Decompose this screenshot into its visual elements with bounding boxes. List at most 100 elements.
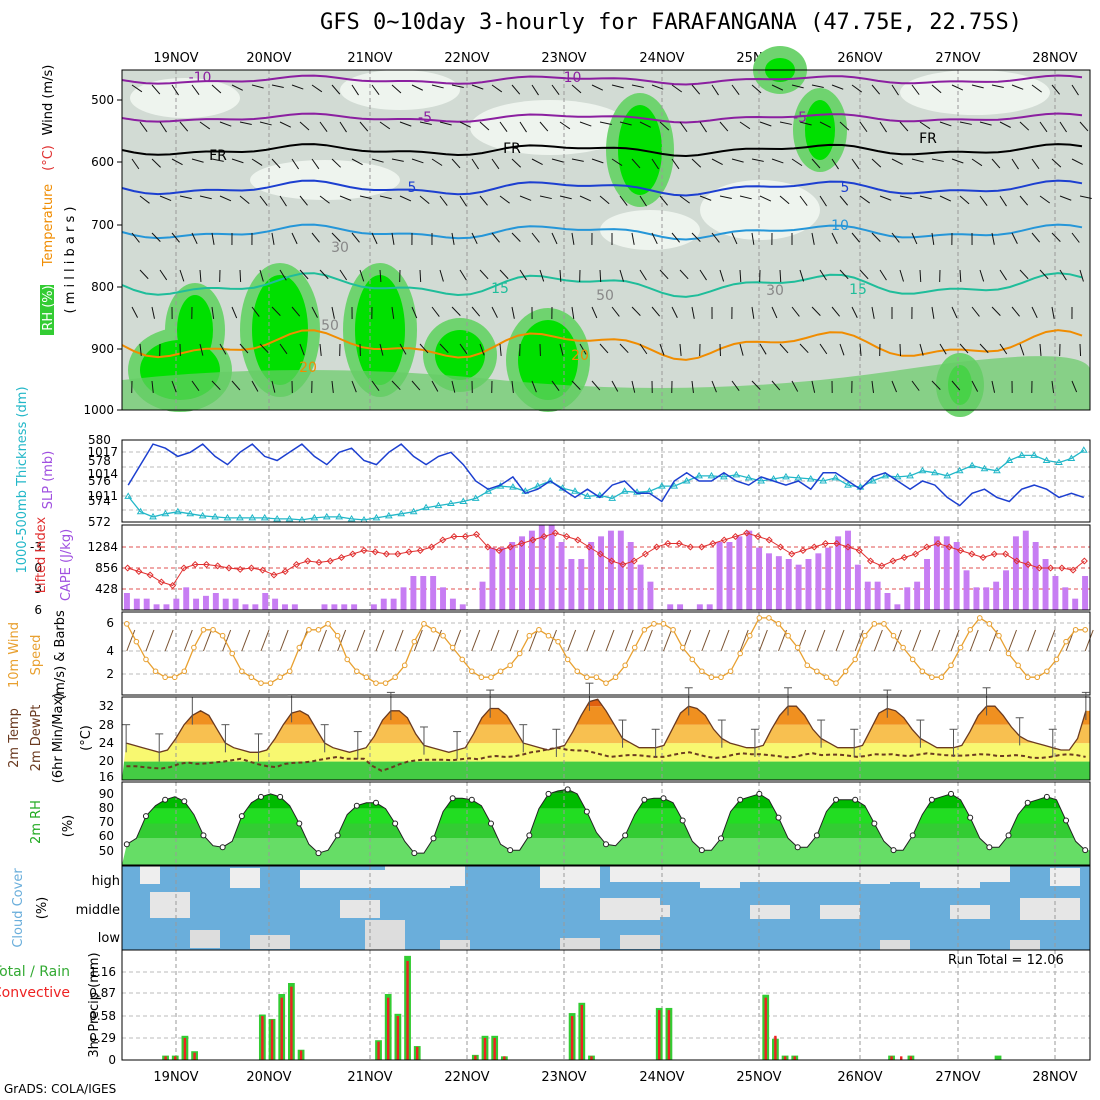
temp-contour-20	[121, 329, 1083, 361]
wind-barb	[699, 269, 707, 281]
wind-barb	[159, 195, 172, 202]
wind-barb	[151, 158, 161, 168]
wind-barb	[679, 269, 689, 280]
thickness-point	[1079, 446, 1088, 453]
wind-barb	[1051, 84, 1061, 95]
temp-tick-label: 20	[99, 754, 114, 768]
li-point	[349, 550, 357, 558]
li-point	[394, 550, 402, 558]
cape-bar	[667, 604, 674, 610]
slp-line	[127, 443, 1085, 507]
temp-line	[125, 698, 1087, 753]
thickness-point	[236, 513, 244, 521]
cape-bar	[627, 542, 634, 610]
wind-barb	[891, 232, 900, 243]
wind-barb	[371, 232, 378, 245]
wind-barb	[299, 343, 305, 356]
wind-barb-10m	[490, 629, 500, 652]
wind-barb	[651, 84, 664, 90]
wind-barb	[659, 343, 665, 356]
wind-speed-point	[938, 674, 945, 681]
low-cloud	[620, 935, 660, 949]
high-cloud	[230, 868, 260, 888]
contour-label: 5	[841, 180, 850, 196]
wind-barb	[639, 269, 647, 281]
cloud-cover-panel: high middle low	[76, 865, 1091, 951]
rh-legend-label: RH (%)	[41, 285, 56, 330]
wind-barb	[951, 380, 961, 391]
li-point	[315, 558, 323, 566]
cape-bar	[894, 604, 901, 610]
wind-barb	[911, 380, 920, 391]
li-point	[518, 539, 526, 548]
rh-point	[622, 832, 629, 839]
li-point	[608, 557, 616, 565]
li-point	[731, 532, 739, 541]
wind-barb	[891, 158, 903, 165]
wind-barb	[871, 158, 882, 168]
wind-barb	[371, 84, 380, 95]
li-point	[326, 557, 334, 565]
contour-label: FR	[503, 141, 521, 157]
rh-point	[737, 796, 744, 803]
wind-barb	[379, 121, 391, 130]
wind-barb	[211, 380, 221, 391]
li-point	[923, 543, 931, 551]
wind-speed-point	[545, 632, 552, 639]
cape-bar	[499, 547, 506, 610]
thickness-point	[124, 492, 133, 499]
wind-barb	[911, 84, 920, 95]
rh-tick-label: 90	[99, 787, 114, 801]
rh-very-high-area	[435, 330, 485, 380]
wind-speed-point	[277, 674, 283, 681]
cloud-high-label: high	[92, 874, 120, 889]
wind-barb	[679, 343, 682, 356]
wind-barb	[451, 380, 456, 393]
wind-barb	[391, 380, 401, 391]
wind-barb	[439, 269, 444, 282]
thickness-point	[409, 507, 418, 515]
wind-speed-point	[957, 644, 964, 651]
wind-barb	[1019, 343, 1025, 356]
cape-bar	[222, 598, 229, 610]
wind-barb	[471, 232, 478, 245]
wind-barb	[691, 84, 701, 95]
wind-speed-point	[842, 668, 849, 675]
wind-barb	[611, 380, 619, 392]
wind-barb	[499, 343, 502, 356]
wind-barb	[151, 306, 155, 319]
cape-bar	[973, 587, 980, 610]
high-cloud	[140, 866, 160, 884]
wind-barb	[759, 195, 772, 202]
rh-point	[277, 793, 284, 800]
rh-point	[909, 832, 916, 839]
wind-barb	[491, 232, 500, 243]
wind-barb	[831, 306, 841, 317]
contour-label: 15	[849, 282, 867, 298]
wind-tick-label: 4	[106, 644, 114, 658]
cape-bar	[1082, 576, 1089, 610]
wind-barb	[491, 158, 500, 170]
wind-barb	[1039, 269, 1049, 280]
wind-barb	[419, 121, 432, 125]
li-point	[450, 532, 458, 541]
date-label-top: 27NOV	[935, 51, 980, 66]
li-point	[720, 536, 728, 544]
wind-barb-10m	[356, 629, 366, 652]
wind-barb	[479, 121, 490, 131]
precip-convective-bar	[387, 997, 390, 1060]
wind-speed-point	[986, 621, 993, 627]
wind-barb-10m	[394, 629, 404, 652]
wind-speed-point	[1072, 626, 1079, 633]
wind-barb	[239, 121, 252, 125]
wind-barb	[631, 306, 641, 316]
temp-band	[122, 706, 1090, 725]
wind-speed-point	[756, 615, 763, 621]
wind-speed-point	[976, 615, 983, 621]
wind-barb	[691, 306, 695, 319]
thickness-point	[682, 477, 691, 484]
wind-speed-point	[143, 656, 149, 663]
thickness-point	[459, 497, 468, 504]
wind-speed-point	[929, 674, 935, 681]
thickness-point	[868, 477, 877, 484]
